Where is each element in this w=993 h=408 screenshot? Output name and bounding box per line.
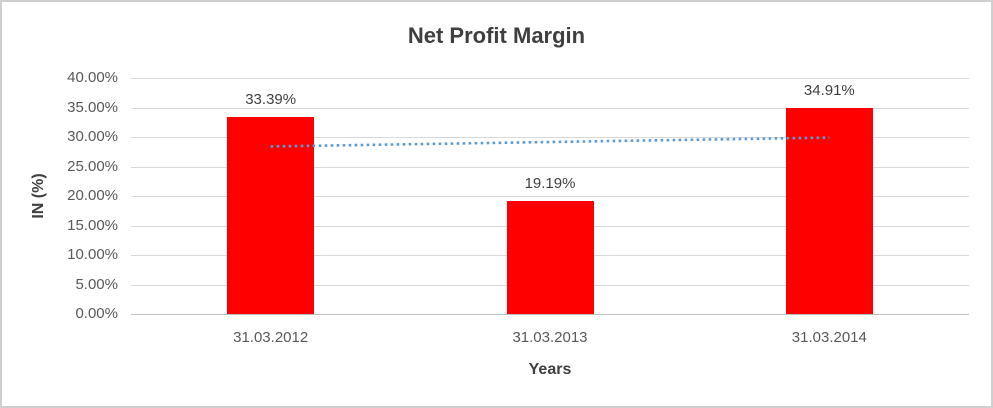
- y-tick-label: 10.00%: [67, 246, 118, 263]
- gridline: [131, 78, 969, 79]
- gridline: [131, 107, 969, 109]
- gridline: [131, 166, 969, 168]
- x-tick-label: 31.03.2014: [791, 329, 867, 346]
- bar: [506, 200, 594, 314]
- y-tick-label: 15.00%: [67, 216, 118, 234]
- trendline-path: [270, 136, 830, 148]
- chart-title: Net Profit Margin: [407, 23, 586, 48]
- y-tick-label: 25.00%: [67, 157, 118, 175]
- y-tick-label: 40.00%: [67, 69, 118, 86]
- gridline: [131, 196, 969, 197]
- x-axis-title: Years: [528, 361, 572, 378]
- x-tick-label: 31.03.2012: [233, 329, 309, 346]
- bar: [785, 108, 873, 314]
- y-tick-label: 30.00%: [67, 128, 118, 145]
- y-tick-label: 20.00%: [67, 187, 118, 204]
- y-tick-label: 5.00%: [75, 275, 118, 293]
- y-tick-label: 35.00%: [67, 98, 118, 116]
- x-tick-label: 31.03.2013: [512, 329, 588, 346]
- bar-data-label: 19.19%: [524, 174, 576, 192]
- bar: [227, 116, 315, 314]
- bar-data-label: 33.39%: [245, 90, 297, 108]
- y-tick-label: 0.00%: [75, 305, 118, 322]
- bar-data-label: 34.91%: [803, 82, 855, 100]
- x-axis-line: [131, 314, 969, 315]
